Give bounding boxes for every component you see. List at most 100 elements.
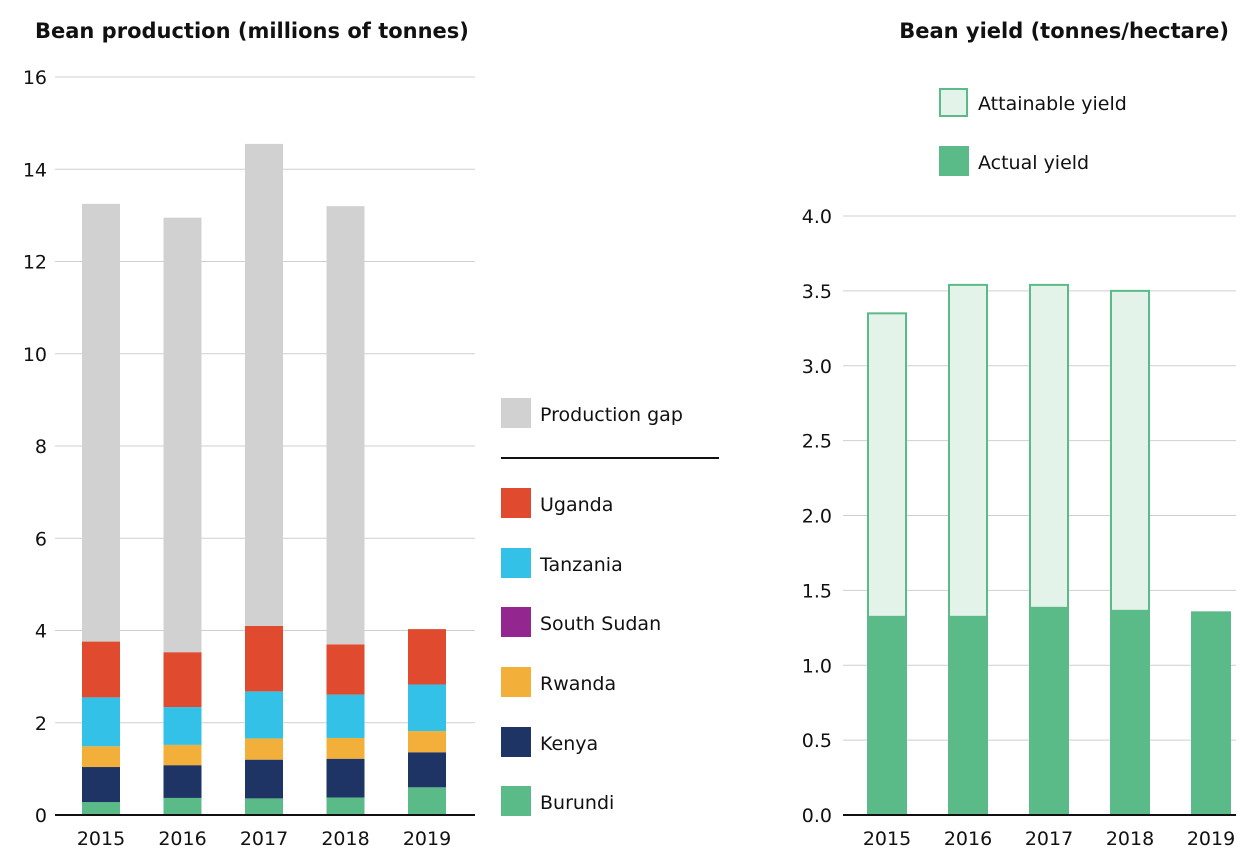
- bar-tanzania-2018: [326, 694, 365, 738]
- production-x-tick-label: 2016: [158, 828, 206, 849]
- yield-y-tick-label: 3.0: [802, 356, 832, 378]
- legend-swatch-actual-yield: [939, 146, 969, 176]
- legend-swatch-kenya: [501, 727, 531, 757]
- yield-y-tick-label: 2.0: [802, 506, 832, 528]
- bar-burundi-2015: [82, 802, 120, 815]
- legend-swatch-burundi: [501, 786, 531, 816]
- yield-y-tick-label: 1.5: [802, 580, 832, 602]
- yield-x-tick-label: 2016: [944, 828, 992, 849]
- yield-y-tick-label: 3.5: [802, 281, 832, 303]
- bar-rwanda-2017: [245, 738, 283, 760]
- legend-item-attainable-yield: Attainable yield: [939, 88, 1127, 117]
- bar-actual-yield-2016: [948, 615, 988, 815]
- bar-production-gap-2017: [245, 143, 283, 626]
- bar-production-gap-2016: [163, 217, 202, 653]
- yield-x-tick-label: 2017: [1025, 828, 1073, 849]
- legend-label-rwanda: Rwanda: [540, 673, 616, 695]
- yield-x-tick-labels: 2015 2016 2017 2018 2019: [863, 828, 1235, 849]
- legend-label-production-gap: Production gap: [540, 404, 683, 426]
- production-x-tick-label: 2017: [240, 828, 288, 849]
- production-y-tick-labels: 0 2 4 6 8 10 12 14 16: [23, 67, 47, 827]
- bar-burundi-2019: [408, 787, 446, 815]
- yield-chart-title: Bean yield (tonnes/hectare): [899, 19, 1229, 43]
- legend-label-burundi: Burundi: [540, 792, 614, 814]
- legend-label-south-sudan: South Sudan: [540, 613, 661, 635]
- legend-label-attainable-yield: Attainable yield: [978, 93, 1127, 115]
- bar-kenya-2015: [82, 767, 120, 803]
- yield-y-tick-labels: 0.0 0.5 1.0 1.5 2.0 2.5 3.0 3.5 4.0: [802, 206, 832, 827]
- yield-y-tick-label: 1.0: [802, 655, 832, 677]
- legend-item-south-sudan: South Sudan: [501, 607, 661, 637]
- legend-item-tanzania: Tanzania: [501, 548, 623, 578]
- bar-tanzania-2015: [82, 697, 120, 747]
- legend-item-actual-yield: Actual yield: [939, 146, 1089, 176]
- legend-swatch-south-sudan: [501, 607, 531, 637]
- bar-rwanda-2018: [326, 737, 365, 759]
- production-y-tick-label: 4: [35, 621, 47, 643]
- legend-swatch-uganda: [501, 488, 531, 518]
- legend-label-tanzania: Tanzania: [539, 554, 623, 576]
- yield-x-tick-label: 2018: [1106, 828, 1154, 849]
- bar-rwanda-2019: [408, 731, 446, 753]
- bar-uganda-2019: [408, 629, 446, 685]
- bar-kenya-2018: [326, 758, 365, 798]
- legend-item-kenya: Kenya: [501, 727, 598, 757]
- production-y-tick-label: 12: [23, 252, 47, 274]
- production-chart: Bean production (millions of tonnes) 0 2 4…: [23, 19, 475, 849]
- production-legend: Production gap Uganda Tanzania South Sud…: [501, 398, 719, 816]
- yield-x-tick-label: 2019: [1187, 828, 1235, 849]
- legend-label-kenya: Kenya: [540, 733, 598, 755]
- bar-production-gap-2018: [326, 206, 365, 645]
- legend-swatch-rwanda: [501, 667, 531, 697]
- yield-y-tick-label: 4.0: [802, 206, 832, 228]
- production-y-tick-label: 14: [23, 159, 47, 181]
- bar-production-gap-2015: [82, 203, 120, 642]
- production-y-tick-label: 16: [23, 67, 47, 89]
- bar-uganda-2018: [326, 644, 365, 695]
- bar-burundi-2016: [163, 797, 202, 815]
- bar-actual-yield-2018: [1110, 609, 1150, 815]
- bar-kenya-2019: [408, 752, 446, 788]
- legend-label-uganda: Uganda: [540, 494, 613, 516]
- yield-y-tick-label: 0.0: [802, 805, 832, 827]
- bar-kenya-2017: [245, 759, 283, 799]
- yield-y-tick-label: 0.5: [802, 730, 832, 752]
- bar-kenya-2016: [163, 765, 202, 798]
- yield-legend: Attainable yield Actual yield: [939, 88, 1127, 176]
- production-y-tick-label: 2: [35, 713, 47, 735]
- bar-uganda-2017: [245, 625, 283, 692]
- legend-swatch-attainable-yield: [939, 88, 968, 117]
- legend-item-uganda: Uganda: [501, 488, 613, 518]
- bar-tanzania-2016: [163, 707, 202, 745]
- production-x-tick-label: 2019: [403, 828, 451, 849]
- bar-burundi-2018: [326, 797, 365, 815]
- yield-chart: Bean yield (tonnes/hectare) Attainable y…: [802, 19, 1236, 849]
- bar-actual-yield-2017: [1029, 606, 1069, 815]
- yield-bars: [867, 283, 1231, 816]
- bar-uganda-2016: [163, 652, 202, 708]
- production-y-tick-label: 10: [23, 344, 47, 366]
- legend-swatch-production-gap: [501, 398, 531, 428]
- production-bars: [82, 143, 446, 815]
- legend-item-rwanda: Rwanda: [501, 667, 616, 697]
- bar-burundi-2017: [245, 798, 283, 815]
- production-y-tick-label: 6: [35, 528, 47, 550]
- bar-actual-yield-2019: [1191, 611, 1231, 815]
- bar-tanzania-2017: [245, 691, 283, 739]
- production-x-tick-label: 2015: [77, 828, 125, 849]
- bar-rwanda-2016: [163, 744, 202, 766]
- production-x-tick-label: 2018: [321, 828, 369, 849]
- production-y-tick-label: 0: [35, 805, 47, 827]
- production-chart-title: Bean production (millions of tonnes): [35, 19, 469, 43]
- bar-actual-yield-2015: [867, 615, 907, 815]
- production-x-tick-labels: 2015 2016 2017 2018 2019: [77, 828, 451, 849]
- legend-swatch-tanzania: [501, 548, 531, 578]
- yield-x-tick-label: 2015: [863, 828, 911, 849]
- legend-item-burundi: Burundi: [501, 786, 614, 816]
- bar-tanzania-2019: [408, 684, 446, 732]
- bar-rwanda-2015: [82, 746, 120, 768]
- yield-y-tick-label: 2.5: [802, 431, 832, 453]
- legend-label-actual-yield: Actual yield: [978, 152, 1089, 174]
- bar-uganda-2015: [82, 641, 120, 698]
